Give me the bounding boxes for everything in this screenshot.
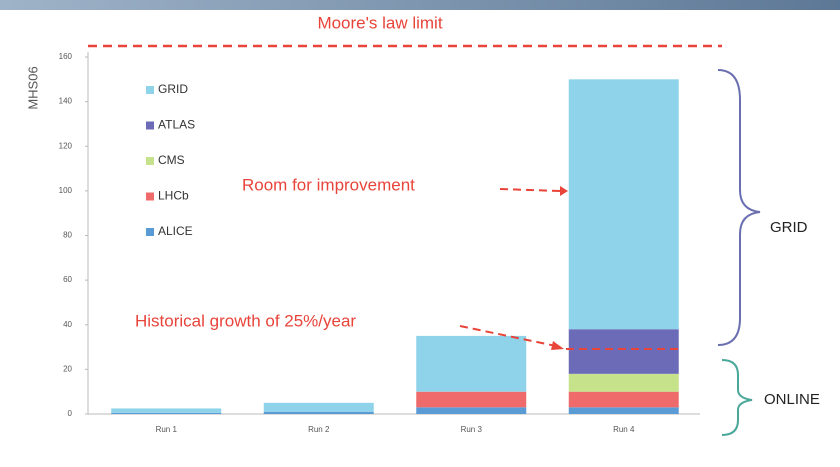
annotation-arrow (459, 325, 557, 347)
y-tick-label: 140 (59, 97, 73, 106)
bar-segment (263, 411, 374, 414)
bar-segment (111, 408, 222, 413)
online-brace (721, 359, 753, 436)
y-tick-label: 80 (63, 231, 72, 240)
x-tick-label: Run 1 (156, 425, 178, 434)
y-tick-label: 40 (63, 320, 72, 329)
legend-swatch (146, 228, 154, 236)
y-tick-label: 120 (59, 141, 73, 150)
y-tick-label: 100 (59, 186, 73, 195)
legend-swatch (146, 157, 154, 165)
online-label: ONLINE (764, 391, 820, 408)
y-axis-label: MHS06 (25, 66, 40, 109)
x-tick-label: Run 2 (308, 425, 330, 434)
bar-segment (263, 402, 374, 412)
bar-segment (568, 79, 679, 330)
legend-label: CMS (158, 153, 185, 167)
grid-label: GRID (770, 219, 808, 236)
bar-segment (568, 373, 679, 392)
legend-label: ATLAS (158, 118, 195, 132)
legend-swatch (146, 121, 154, 130)
bar-segment (568, 407, 679, 414)
grid-brace (717, 69, 761, 346)
legend-label: ALICE (158, 224, 193, 238)
bar-segment (568, 329, 679, 374)
annotation: Historical growth of 25%/year (135, 311, 356, 330)
arrow-head (551, 341, 564, 350)
legend-swatch (146, 192, 154, 201)
arrow-head (560, 186, 568, 196)
y-tick-label: 20 (63, 364, 72, 373)
x-tick-label: Run 3 (461, 425, 483, 434)
legend-label: GRID (158, 82, 188, 96)
plot-area: 0 20 40 60 80 100 120 140 160 Run 1 Run 2 Run 3 Run … (59, 52, 679, 434)
annotation-arrow (499, 188, 561, 192)
annotation: Room for improvement (242, 175, 415, 194)
bar-segment (568, 391, 679, 408)
legend-swatch (146, 86, 154, 94)
y-tick-label: 60 (63, 275, 72, 284)
x-tick-label: Run 4 (613, 425, 635, 434)
bar-segment (416, 335, 527, 392)
bar-segment (416, 391, 527, 408)
chart-title: Moore's law limit (317, 13, 442, 32)
y-tick-label: 160 (59, 52, 73, 61)
header-strip (0, 0, 840, 10)
bar-segment (416, 407, 527, 414)
y-tick-label: 0 (68, 409, 73, 418)
bar-segment (111, 412, 222, 414)
legend-label: LHCb (158, 189, 189, 203)
